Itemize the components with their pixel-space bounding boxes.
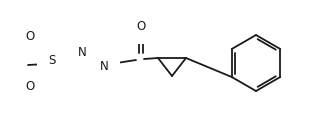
Text: N: N bbox=[99, 59, 108, 72]
Text: H: H bbox=[100, 70, 108, 80]
Text: O: O bbox=[25, 80, 35, 92]
Text: S: S bbox=[48, 55, 56, 68]
Text: N: N bbox=[78, 46, 87, 59]
Text: O: O bbox=[136, 20, 145, 33]
Text: H: H bbox=[78, 40, 86, 50]
Text: O: O bbox=[25, 29, 35, 42]
